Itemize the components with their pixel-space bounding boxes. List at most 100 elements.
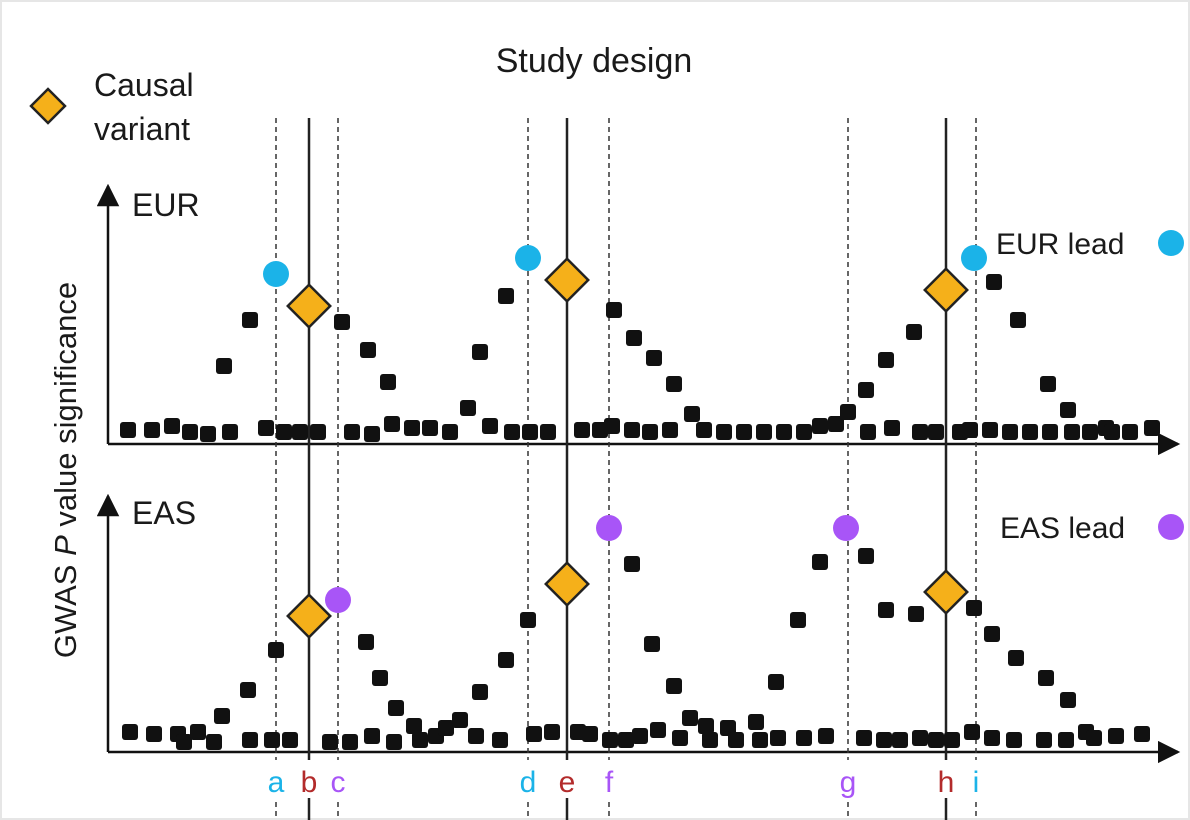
eur-association-point	[258, 420, 274, 436]
eur-association-point	[878, 352, 894, 368]
eas-association-point	[498, 652, 514, 668]
eas-association-point	[644, 636, 660, 652]
eur-association-point	[442, 424, 458, 440]
eur-association-point	[666, 376, 682, 392]
eas-association-point	[122, 724, 138, 740]
eas-association-point	[728, 732, 744, 748]
eur-association-point	[404, 420, 420, 436]
eas-association-point	[618, 732, 634, 748]
eur-association-point	[144, 422, 160, 438]
eur-association-point	[380, 374, 396, 390]
eur-association-point	[522, 424, 538, 440]
legend: Causal variant	[29, 67, 194, 147]
eas-lead-legend-dot	[1158, 514, 1184, 540]
eur-association-point	[364, 426, 380, 442]
eur-association-point	[828, 416, 844, 432]
eas-panel-label: EAS	[132, 495, 196, 531]
eur-association-point	[646, 350, 662, 366]
eur-association-point	[928, 424, 944, 440]
eas-association-point	[770, 730, 786, 746]
position-letter-backdrop	[324, 760, 352, 798]
eas-association-point	[206, 734, 222, 750]
eas-association-point	[372, 670, 388, 686]
eas-association-point	[672, 730, 688, 746]
eas-association-point	[666, 678, 682, 694]
eur-association-point	[684, 406, 700, 422]
eas-association-point	[388, 700, 404, 716]
eas-association-point	[342, 734, 358, 750]
eur-association-point	[796, 424, 812, 440]
eur-association-point	[906, 324, 922, 340]
eas-association-point	[908, 606, 924, 622]
eur-lead-snp	[515, 245, 541, 271]
eur-association-point	[334, 314, 350, 330]
eur-association-point	[310, 424, 326, 440]
eur-association-point	[776, 424, 792, 440]
eas-panel: EAS EAS lead	[96, 493, 1184, 764]
eur-association-point	[982, 422, 998, 438]
eas-association-point	[242, 732, 258, 748]
eur-association-point	[1060, 402, 1076, 418]
eur-association-point	[242, 312, 258, 328]
eas-causal-variant-diamond	[544, 561, 590, 607]
eur-lead-label: EUR lead	[996, 228, 1124, 261]
eur-association-point	[884, 420, 900, 436]
eur-association-point	[860, 424, 876, 440]
eur-association-point	[360, 342, 376, 358]
eas-association-point	[438, 720, 454, 736]
eur-association-point	[604, 418, 620, 434]
eur-association-point	[1064, 424, 1080, 440]
eas-association-point	[176, 734, 192, 750]
position-letter-i: i	[973, 766, 980, 799]
eas-association-point	[928, 732, 944, 748]
position-letter-a: a	[268, 766, 285, 799]
eas-association-point	[1086, 730, 1102, 746]
eur-association-point	[696, 422, 712, 438]
eur-association-point	[912, 424, 928, 440]
eur-association-point	[344, 424, 360, 440]
eur-association-point	[498, 288, 514, 304]
eas-association-point	[412, 732, 428, 748]
eur-association-point	[540, 424, 556, 440]
eur-association-point	[574, 422, 590, 438]
eas-lead-snp	[833, 515, 859, 541]
eas-association-point	[190, 724, 206, 740]
eas-association-point	[468, 728, 484, 744]
eur-association-point	[756, 424, 772, 440]
eur-panel-label: EUR	[132, 187, 200, 223]
eur-association-point	[120, 422, 136, 438]
eas-association-point	[358, 634, 374, 650]
eas-lead-label: EAS lead	[1000, 512, 1125, 545]
eur-lead-snp	[961, 245, 987, 271]
eas-association-point	[752, 732, 768, 748]
eur-association-point	[662, 422, 678, 438]
eas-association-point	[856, 730, 872, 746]
eur-association-point	[642, 424, 658, 440]
position-letter-c: c	[331, 766, 346, 799]
eas-association-point	[1108, 728, 1124, 744]
position-letter-backdrop	[262, 760, 290, 798]
eas-causal-variant-diamond	[286, 593, 332, 639]
eas-association-point	[682, 710, 698, 726]
eas-association-point	[268, 642, 284, 658]
position-letter-backdrop	[595, 760, 623, 798]
eur-association-point	[1104, 424, 1120, 440]
eas-association-point	[858, 548, 874, 564]
eas-association-point	[624, 556, 640, 572]
figure-title: Study design	[496, 42, 693, 80]
eas-association-point	[364, 728, 380, 744]
eur-association-point	[1042, 424, 1058, 440]
eas-association-point	[1006, 732, 1022, 748]
eur-association-point	[736, 424, 752, 440]
eas-association-point	[892, 732, 908, 748]
position-letter-f: f	[605, 766, 614, 799]
eur-association-point	[858, 382, 874, 398]
eas-association-point	[702, 732, 718, 748]
eas-association-point	[1058, 732, 1074, 748]
eas-association-point	[698, 718, 714, 734]
eur-association-point	[986, 274, 1002, 290]
eas-association-point	[796, 730, 812, 746]
eas-association-point	[1036, 732, 1052, 748]
